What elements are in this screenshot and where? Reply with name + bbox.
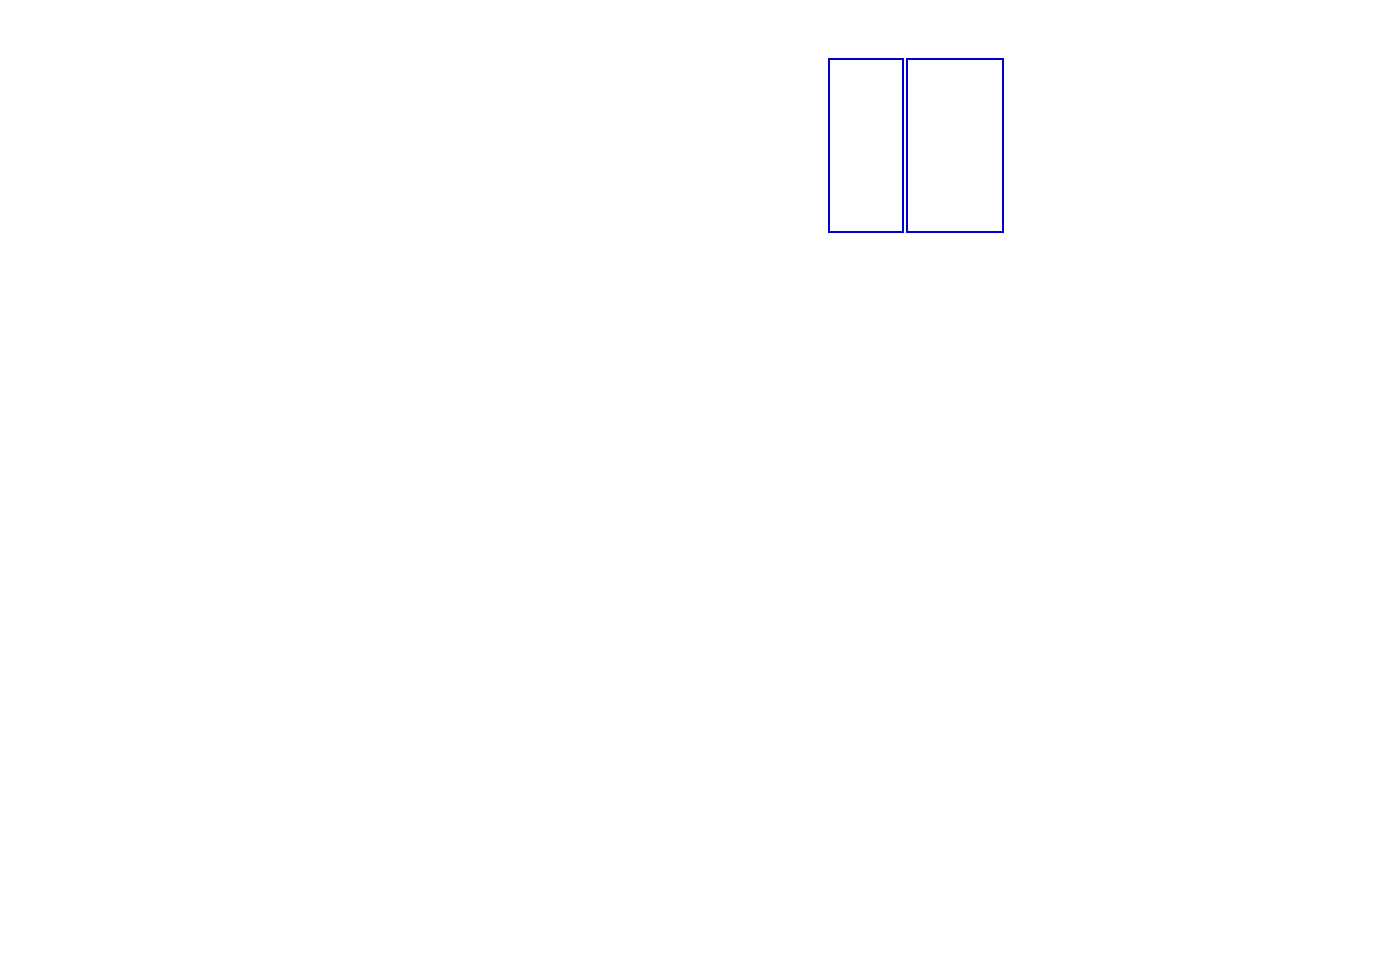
spec2d-cutout-grid (440, 30, 835, 260)
clean-image-frame (906, 58, 1004, 233)
with-sky-coords (818, 43, 914, 54)
kpno-cutout-panel (408, 510, 618, 735)
clean-image-title (901, 32, 1005, 43)
lineflux-map-panel (223, 510, 433, 735)
clean-image-panel (901, 32, 1005, 247)
with-sky-title (818, 32, 914, 43)
fiber-positions-panel (38, 510, 248, 735)
full-spectrum-plot (88, 262, 1313, 477)
with-sky-panel (818, 32, 914, 247)
line-fit-plot (1030, 50, 1320, 228)
clean-image (908, 60, 1002, 231)
with-sky-frame (828, 58, 904, 233)
clean-image-coords (901, 43, 1005, 54)
with-sky-image (830, 60, 902, 231)
